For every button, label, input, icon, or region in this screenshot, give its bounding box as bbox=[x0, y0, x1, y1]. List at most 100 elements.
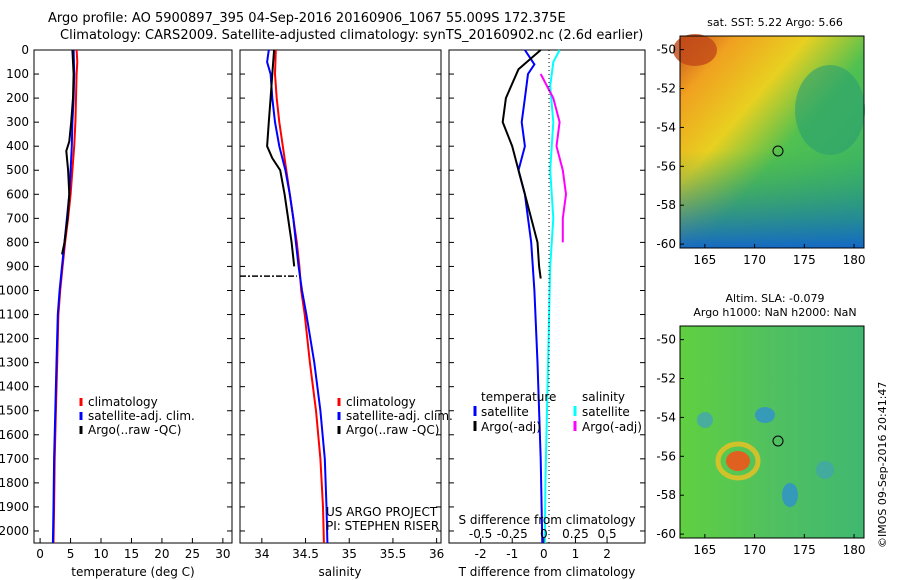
sst-map-axes: 165 170 175 180 -50 -52 -54 -56 -58 -60 bbox=[656, 43, 865, 267]
sla-map-field bbox=[680, 326, 864, 538]
argo-location-marker bbox=[772, 435, 784, 447]
legend-label-climatology: climatology bbox=[88, 395, 158, 409]
map-y-tick-label: -52 bbox=[656, 82, 676, 96]
x-tick-label: 2 bbox=[603, 547, 611, 561]
x-tick-label: 10 bbox=[93, 547, 108, 561]
sst-cool-patch bbox=[795, 65, 865, 155]
sla-map-frame bbox=[679, 325, 865, 539]
map-y-tick-label: -50 bbox=[656, 43, 676, 57]
header-line-2: Climatology: CARS2009. Satellite-adjuste… bbox=[60, 28, 644, 43]
series-line-climatology bbox=[273, 49, 325, 544]
map-x-tick-label: 180 bbox=[843, 543, 866, 557]
sla-high-eddy bbox=[726, 451, 750, 471]
project-annotation: US ARGO PROJECT bbox=[326, 505, 438, 519]
map-y-tick-label: -58 bbox=[656, 488, 676, 502]
depth-tick-label: 1800 bbox=[0, 476, 29, 490]
difference-xlabel: T difference from climatology bbox=[458, 565, 636, 579]
map-y-tick-label: -60 bbox=[656, 237, 676, 251]
x-tick-label: 0 bbox=[540, 547, 548, 561]
legend-label-climatology: climatology bbox=[346, 395, 416, 409]
salinity-xlabel: salinity bbox=[318, 565, 361, 579]
temperature-legend: climatology satellite-adj. clim. Argo(..… bbox=[79, 395, 195, 437]
depth-tick-label: 1600 bbox=[0, 428, 29, 442]
depth-tick-label: 1200 bbox=[0, 332, 29, 346]
x-tick-label: 34 bbox=[254, 547, 269, 561]
depth-tick-label: 1500 bbox=[0, 404, 29, 418]
legend-label-argo: Argo(..raw -QC) bbox=[346, 423, 439, 437]
sst-warm-patch bbox=[673, 34, 717, 66]
legend-label-sal-satellite: satellite bbox=[582, 405, 630, 419]
series-line-climatology bbox=[52, 49, 79, 544]
salinity-legend: climatology satellite-adj. clim. Argo(..… bbox=[326, 395, 453, 533]
depth-tick-label: 300 bbox=[6, 115, 29, 129]
top-tick-label: -0.5 bbox=[469, 527, 492, 541]
depth-tick-label: 700 bbox=[6, 211, 29, 225]
x-tick-label: -1 bbox=[506, 547, 518, 561]
sst-map-title: sat. SST: 5.22 Argo: 5.66 bbox=[707, 16, 843, 29]
map-x-tick-label: 180 bbox=[843, 253, 866, 267]
salinity-panel-frame bbox=[239, 49, 442, 544]
depth-tick-label: 1000 bbox=[0, 283, 29, 297]
x-tick-label: 25 bbox=[185, 547, 200, 561]
sla-low-eddy-3 bbox=[697, 412, 713, 428]
map-y-tick-label: -54 bbox=[656, 120, 676, 134]
depth-tick-label: 900 bbox=[6, 259, 29, 273]
depth-tick-label: 800 bbox=[6, 235, 29, 249]
sla-map-title-1: Altim. SLA: -0.079 bbox=[725, 292, 824, 305]
temperature-panel-frame bbox=[33, 49, 233, 544]
legend-header-temperature: temperature bbox=[481, 390, 556, 404]
depth-tick-label: 100 bbox=[6, 67, 29, 81]
x-tick-label: 20 bbox=[154, 547, 169, 561]
depth-tick-label: 1900 bbox=[0, 500, 29, 514]
x-tick-label: 36 bbox=[429, 547, 444, 561]
s-difference-label: S difference from climatology bbox=[459, 513, 636, 527]
depth-tick-label: 2000 bbox=[0, 524, 29, 538]
map-x-tick-label: 170 bbox=[743, 543, 766, 557]
map-x-tick-label: 165 bbox=[693, 543, 716, 557]
top-tick-label: -0.25 bbox=[497, 527, 528, 541]
sla-map-title-2: Argo h1000: NaN h2000: NaN bbox=[693, 306, 856, 319]
pi-annotation: PI: STEPHEN RISER bbox=[326, 519, 439, 533]
series-line-argo-raw-qc- bbox=[61, 49, 75, 255]
sla-map: Altim. SLA: -0.079 Argo h1000: NaN h2000… bbox=[656, 292, 865, 557]
legend-label-satellite: satellite-adj. clim. bbox=[346, 409, 453, 423]
map-y-tick-label: -54 bbox=[656, 410, 676, 424]
depth-tick-label: 500 bbox=[6, 163, 29, 177]
x-tick-label: 34.5 bbox=[292, 547, 319, 561]
legend-label-argo: Argo(..raw -QC) bbox=[88, 423, 181, 437]
top-tick-label: 0 bbox=[540, 527, 548, 541]
map-y-tick-label: -56 bbox=[656, 449, 676, 463]
map-x-tick-label: 165 bbox=[693, 253, 716, 267]
legend-header-salinity: salinity bbox=[582, 390, 625, 404]
series-line-satellite-adj-clim- bbox=[266, 49, 329, 544]
x-tick-label: -2 bbox=[475, 547, 487, 561]
sla-low-eddy-2 bbox=[782, 483, 798, 507]
difference-legend: temperature satellite Argo(-adj) salinit… bbox=[473, 390, 642, 434]
x-tick-label: 1 bbox=[572, 547, 580, 561]
argo-location-marker bbox=[772, 145, 784, 157]
map-y-tick-label: -60 bbox=[656, 527, 676, 541]
map-x-tick-label: 175 bbox=[793, 543, 816, 557]
legend-label-sal-argo: Argo(-adj) bbox=[582, 420, 642, 434]
sla-map-axes: 165 170 175 180 -50 -52 -54 -56 -58 -60 bbox=[656, 333, 865, 557]
difference-panel-frame bbox=[448, 49, 646, 544]
sst-map-cold-water bbox=[680, 150, 864, 248]
depth-tick-label: 1300 bbox=[0, 356, 29, 370]
top-tick-label: 0.25 bbox=[562, 527, 589, 541]
x-tick-label: 0 bbox=[36, 547, 44, 561]
x-tick-label: 35 bbox=[342, 547, 357, 561]
temperature-profiles bbox=[51, 49, 79, 544]
series-line-salinity-argo-adj- bbox=[539, 73, 568, 243]
depth-axis: 0 100 200 300 400 500 600 700 800 900 1000 1100 1200… bbox=[0, 43, 645, 538]
series-line-salinity-satellite bbox=[543, 49, 561, 544]
depth-tick-label: 600 bbox=[6, 187, 29, 201]
x-tick-label: 35.5 bbox=[380, 547, 407, 561]
x-tick-label: 15 bbox=[124, 547, 139, 561]
sst-map-frame bbox=[679, 35, 865, 249]
x-tick-label: 30 bbox=[215, 547, 230, 561]
series-line-satellite bbox=[517, 49, 544, 544]
legend-label-satellite: satellite bbox=[481, 405, 529, 419]
legend-label-satellite: satellite-adj. clim. bbox=[88, 409, 195, 423]
x-axes: 0 5 10 15 20 25 30 34 34.5 35 35.5 36 -2 -1 0 1 2 -0.5 -0.… bbox=[36, 527, 616, 561]
